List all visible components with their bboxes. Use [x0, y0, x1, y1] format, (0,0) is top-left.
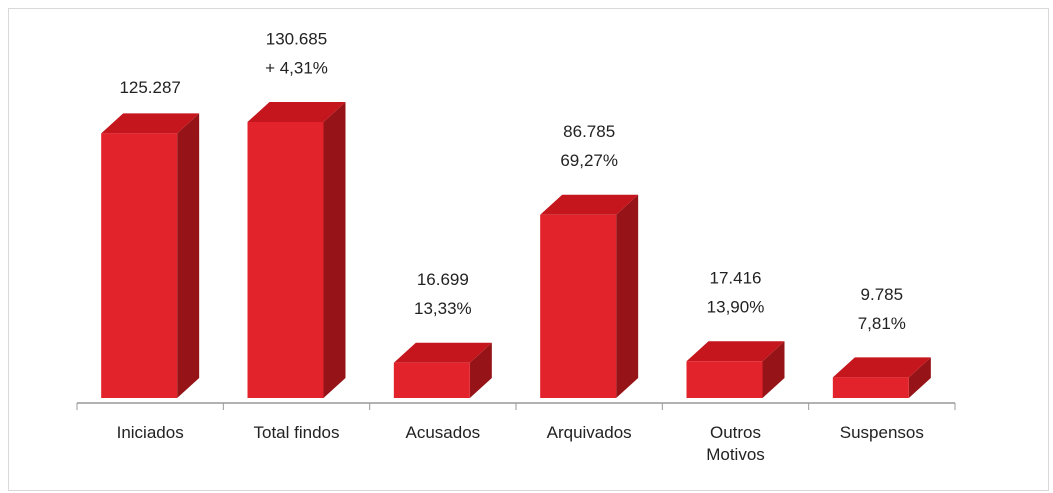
bar — [101, 113, 200, 398]
bar — [393, 342, 492, 398]
data-label: 17.416 — [710, 269, 762, 288]
percent-label: 7,81% — [858, 314, 906, 333]
bar — [247, 102, 346, 398]
bar-top — [540, 194, 639, 215]
x-tick-label: Suspensos — [839, 423, 924, 442]
bar-top — [247, 102, 346, 122]
bar-front — [832, 377, 909, 398]
percent-label: 13,33% — [414, 299, 472, 318]
percent-label: 13,90% — [707, 298, 765, 317]
bar-side — [469, 342, 492, 398]
data-label: 125.287 — [119, 78, 180, 97]
x-tick-label: Total findos — [253, 423, 340, 442]
x-tick-label: Acusados — [405, 423, 481, 442]
bar-front — [393, 362, 470, 398]
bar-side — [762, 341, 785, 398]
x-tick-label: Iniciados — [116, 423, 184, 442]
bar-top — [101, 113, 200, 134]
bar — [540, 194, 639, 398]
percent-label: 69,27% — [560, 151, 618, 170]
x-tick-label: Arquivados — [546, 423, 632, 442]
bar-top — [393, 342, 492, 363]
data-label: 9.785 — [861, 285, 904, 304]
data-label: 16.699 — [417, 270, 469, 289]
data-label: 130.685 — [266, 29, 327, 48]
bar-front — [686, 361, 763, 398]
percent-label: + 4,31% — [265, 58, 328, 77]
x-tick-label: Outros Motivos — [706, 423, 765, 464]
bar-front — [247, 122, 324, 398]
bar — [832, 357, 931, 398]
bar-top — [686, 341, 785, 362]
bar-front — [101, 133, 178, 398]
bar — [686, 341, 785, 398]
chart-border — [8, 8, 1049, 491]
bar-side — [177, 113, 200, 398]
bar-side — [323, 102, 346, 398]
bar-front — [540, 214, 617, 398]
bar-top — [832, 357, 931, 378]
bar-side — [908, 357, 931, 398]
data-label: 86.785 — [563, 122, 615, 141]
bar-side — [616, 194, 639, 398]
